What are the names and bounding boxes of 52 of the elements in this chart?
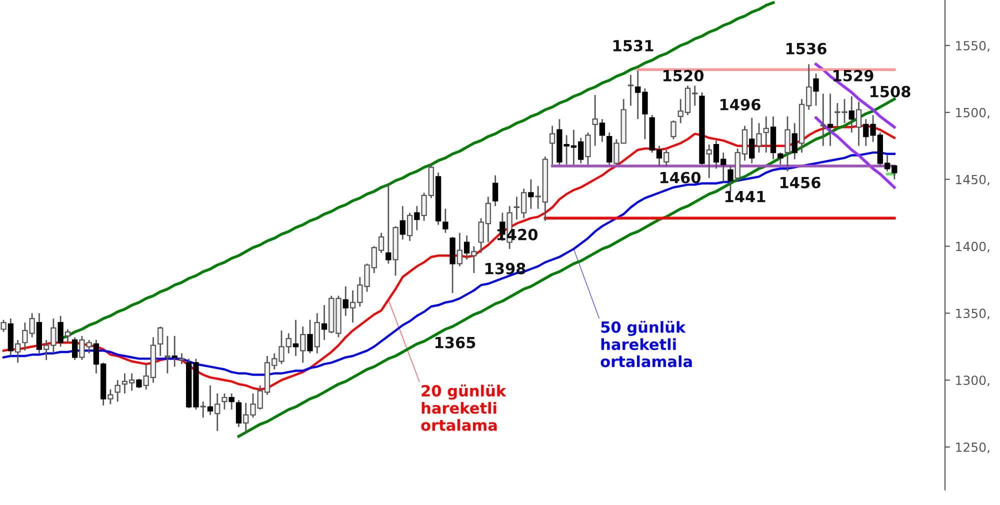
annotation: 1536 — [786, 42, 826, 54]
annotation: 1531 — [613, 40, 654, 52]
line-series — [237, 98, 896, 438]
y-tick-label: 1450, — [956, 174, 990, 186]
y-tick-label: 1500, — [956, 108, 990, 119]
annotation: 1456 — [780, 176, 820, 188]
candlestick — [64, 328, 71, 344]
candlestick — [670, 120, 676, 140]
y-tick-label: 1250, — [956, 442, 990, 454]
y-tick-label: 1400, — [956, 242, 990, 252]
candlestick — [549, 125, 556, 166]
annotation: 1365 — [435, 336, 476, 348]
candlestick — [628, 74, 634, 106]
y-tick-label: 1350, — [956, 308, 990, 320]
text: 20 günlük hareketli ortalama — [421, 384, 506, 431]
candlestick — [784, 116, 790, 172]
candlestick — [442, 208, 448, 234]
y-tick-label: 1550, — [956, 40, 990, 52]
candlestick — [820, 92, 826, 147]
y-tick-label: 1300, — [956, 376, 990, 386]
annotation: 1398 — [485, 262, 526, 274]
candlestick — [178, 352, 185, 365]
candlestick — [778, 152, 784, 166]
candlestick — [114, 379, 120, 402]
candlestick — [14, 339, 21, 364]
candlestick — [300, 326, 306, 364]
annotation: 1508 — [870, 86, 910, 98]
candlestick — [592, 94, 598, 147]
candlestick — [108, 388, 114, 405]
candlestick — [471, 246, 477, 274]
annotation: 1460 — [660, 172, 701, 184]
annotation: 1441 — [725, 191, 766, 202]
candlestick — [706, 144, 712, 179]
candlestick — [406, 212, 413, 242]
text: 50 günlük hareketli ortalamala — [600, 320, 692, 368]
candlestick — [200, 400, 206, 418]
candlestick — [664, 149, 670, 167]
candlestick — [164, 335, 170, 374]
candlestick — [158, 326, 164, 357]
candlestick — [856, 101, 862, 147]
candlestick — [456, 232, 463, 268]
annotation: 1529 — [833, 70, 874, 82]
candlestick — [0, 319, 6, 333]
annotation: 1496 — [720, 98, 760, 110]
candlestick — [214, 392, 220, 432]
candlestick — [763, 116, 769, 154]
candlestick — [492, 174, 498, 207]
candlestick — [756, 122, 762, 154]
line-series — [2, 151, 896, 376]
annotation: 1520 — [663, 70, 704, 82]
candlestick — [222, 392, 228, 410]
candlestick — [585, 132, 591, 166]
